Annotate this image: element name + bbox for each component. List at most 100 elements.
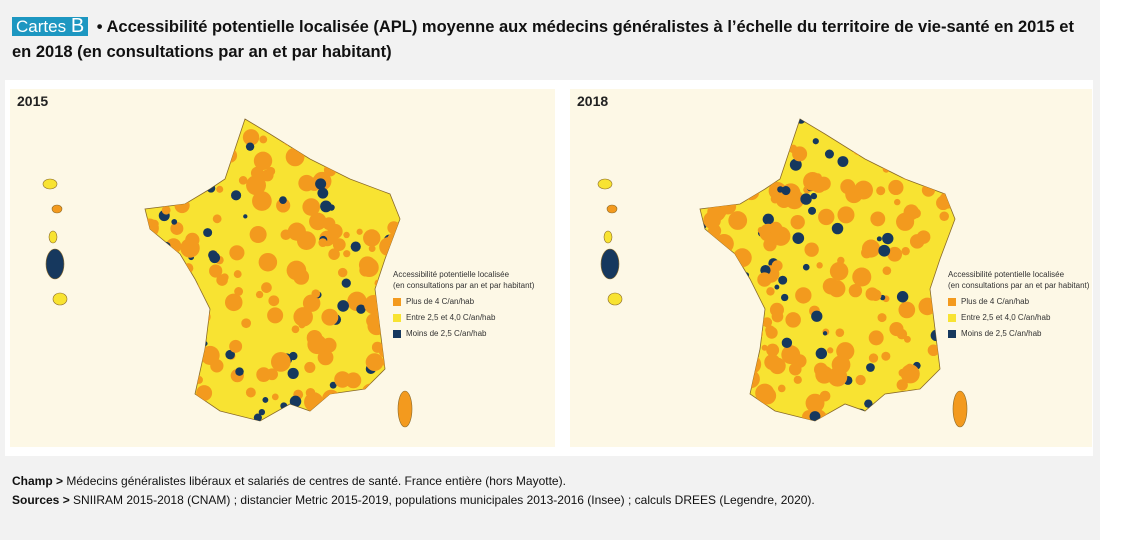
area-high-access [137,238,144,245]
area-high-access [365,353,384,371]
area-high-access [771,260,783,272]
area-high-access [822,278,840,295]
area-low-access [730,135,742,146]
area-high-access [848,283,863,298]
area-low-access [939,158,952,170]
figure-title: Cartes B • Accessibilité potentielle loc… [12,14,1092,65]
area-high-access [734,161,754,181]
area-high-access [761,344,768,351]
area-high-access [270,352,291,372]
area-high-access [378,130,390,142]
area-high-access [946,126,955,137]
area-low-access [155,291,165,301]
area-high-access [743,341,759,356]
area-high-access [769,130,776,138]
area-high-access [728,211,748,230]
area-high-access [717,344,731,358]
area-high-access [903,402,921,420]
area-high-access [285,147,305,167]
area-high-access [909,128,930,149]
title-text: • Accessibilité potentielle localisée (A… [12,18,1074,61]
area-low-access [280,402,288,410]
area-high-access [327,135,339,147]
area-high-access [734,398,748,412]
area-low-access [730,312,737,319]
area-high-access [185,232,200,247]
area-low-access [262,396,269,403]
area-low-access [918,416,927,421]
area-high-access [827,367,848,387]
area-high-access [881,351,891,361]
champ-label: Champ > [12,474,64,488]
area-high-access [816,262,823,269]
area-high-access [899,119,919,128]
area-high-access [788,362,802,376]
area-high-access [241,318,252,329]
legend-item: Plus de 4 C/an/hab [393,296,534,307]
area-high-access [742,136,750,144]
area-high-access [361,383,381,403]
area-high-access [182,186,193,198]
figure-tag: Cartes B [12,15,89,37]
area-low-access [366,167,378,178]
area-high-access [145,403,154,417]
area-high-access [766,343,780,357]
area-high-access [777,384,786,393]
area-high-access [261,282,272,293]
legend-label: Plus de 4 C/an/hab [961,297,1030,306]
legend-swatch [948,313,956,322]
area-high-access [755,383,775,403]
area-low-access [865,134,871,139]
area-high-access [742,183,760,201]
area-high-access [229,245,245,261]
area-high-access [725,337,738,350]
area-low-access [738,276,746,285]
area-high-access [804,242,819,257]
area-low-access [356,304,366,314]
area-high-access [180,400,200,420]
area-low-access [341,278,351,288]
area-high-access [936,412,955,421]
area-high-access [304,361,316,373]
area-high-access [708,134,718,144]
area-high-access [251,119,262,124]
area-high-access [737,381,747,391]
area-high-access [909,234,925,249]
area-low-access [774,284,780,290]
area-high-access [162,248,169,255]
area-high-access [245,387,256,398]
area-high-access [946,148,955,161]
maps-panel: 2015 Accessibilité potentielle localisée… [5,80,1093,456]
area-low-access [145,153,148,160]
area-low-access [716,131,726,141]
area-high-access [145,402,158,415]
champ-text: Médecins généralistes libéraux et salari… [63,474,566,488]
area-high-access [165,154,178,167]
area-high-access [880,128,893,141]
area-high-access [233,270,242,279]
area-high-access [712,349,731,368]
area-high-access [896,379,908,391]
area-low-access [748,396,755,404]
area-high-access [312,119,324,120]
area-low-access [831,222,844,235]
area-low-access [172,253,180,261]
area-high-access [356,228,363,235]
area-high-access [195,409,206,420]
area-high-access [854,180,873,200]
area-low-access [896,291,909,303]
area-high-access [708,331,720,342]
area-high-access [202,167,215,181]
area-low-access [161,241,171,251]
area-high-access [350,125,363,138]
sources-text: SNIIRAM 2015-2018 (CNAM) ; distancier Me… [69,493,815,507]
area-high-access [321,308,339,326]
area-low-access [287,367,299,380]
area-low-access [355,164,362,171]
area-low-access [217,121,223,127]
map-year-label: 2015 [17,93,49,109]
area-high-access [769,221,783,235]
area-high-access [191,286,199,295]
area-high-access [868,330,884,346]
map-canvas [597,118,968,428]
